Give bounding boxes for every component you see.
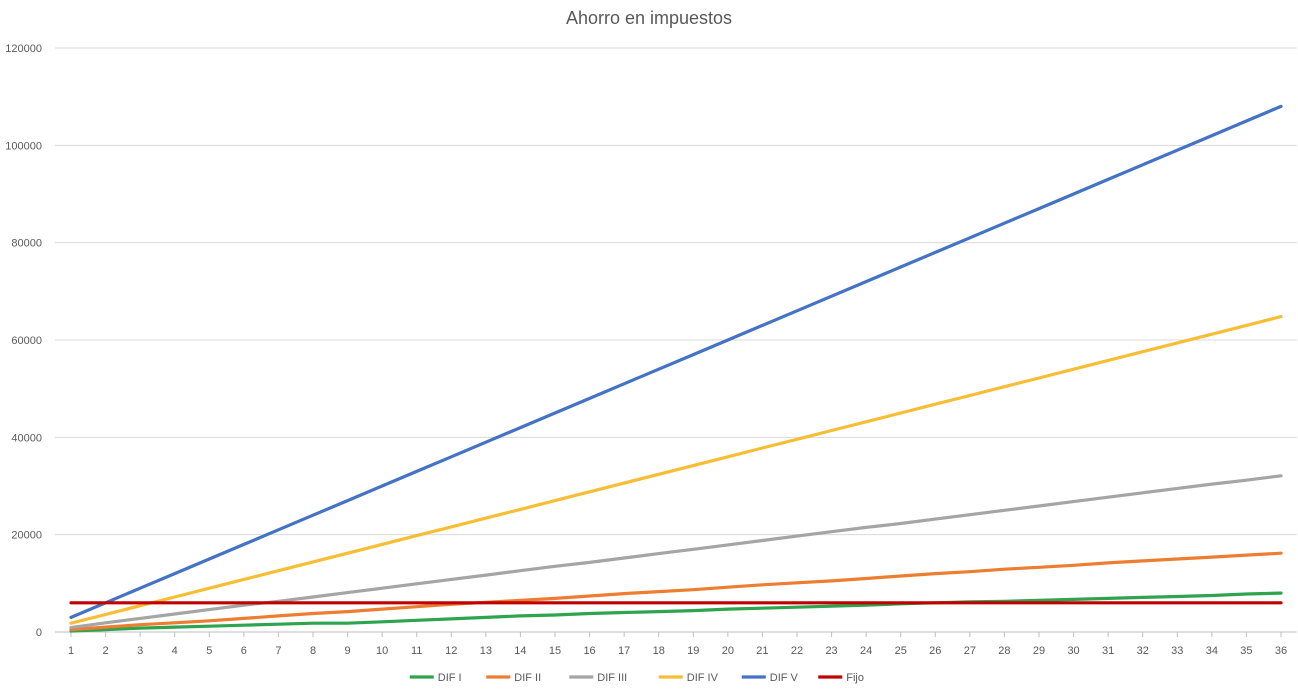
x-tick-label: 34 xyxy=(1206,645,1218,657)
x-tick-label: 19 xyxy=(687,645,699,657)
series-line-dif-i xyxy=(69,591,1283,633)
legend-label: DIF II xyxy=(514,672,541,684)
y-tick-label: 100000 xyxy=(5,140,42,152)
x-tick-label: 8 xyxy=(310,645,316,657)
x-axis-ticks: 1 2 3 4 5 6 7 8 9 10 11 12 13 14 15 16 17 18 19 20 21 22 23 24 2… xyxy=(68,632,1287,657)
legend-label: DIF V xyxy=(770,672,799,684)
legend: DIF I DIF II DIF III DIF IV DIF V Fijo xyxy=(409,672,864,684)
y-tick-label: 20000 xyxy=(11,530,42,542)
x-tick-label: 28 xyxy=(998,645,1010,657)
x-tick-label: 33 xyxy=(1171,645,1183,657)
x-tick-label: 36 xyxy=(1275,645,1287,657)
x-tick-label: 31 xyxy=(1102,645,1114,657)
legend-item-dif-i: DIF I xyxy=(409,672,462,684)
x-tick-label: 2 xyxy=(103,645,109,657)
x-tick-label: 3 xyxy=(137,645,143,657)
x-tick-label: 25 xyxy=(895,645,907,657)
x-tick-label: 35 xyxy=(1240,645,1252,657)
legend-item-dif-iii: DIF III xyxy=(569,672,627,684)
y-tick-label: 60000 xyxy=(11,335,42,347)
series-line-dif-iii xyxy=(69,474,1283,630)
x-tick-label: 10 xyxy=(376,645,388,657)
legend-item-dif-iv: DIF IV xyxy=(658,672,719,684)
x-tick-label: 18 xyxy=(653,645,665,657)
legend-item-dif-ii: DIF II xyxy=(486,672,541,684)
series-line-dif-v xyxy=(69,104,1283,620)
x-tick-label: 24 xyxy=(860,645,872,657)
x-tick-label: 30 xyxy=(1067,645,1079,657)
x-tick-label: 23 xyxy=(825,645,837,657)
x-tick-label: 21 xyxy=(756,645,768,657)
legend-item-fijo: Fijo xyxy=(818,672,864,684)
x-tick-label: 7 xyxy=(275,645,281,657)
legend-label: Fijo xyxy=(846,672,864,684)
legend-label: DIF III xyxy=(597,672,627,684)
y-tick-label: 40000 xyxy=(11,432,42,444)
x-tick-label: 20 xyxy=(722,645,734,657)
legend-label: DIF I xyxy=(438,672,462,684)
x-tick-label: 1 xyxy=(68,645,74,657)
x-tick-label: 16 xyxy=(583,645,595,657)
gridlines xyxy=(55,47,1297,633)
y-tick-label: 120000 xyxy=(5,43,42,55)
y-tick-label: 80000 xyxy=(11,238,42,250)
x-tick-label: 17 xyxy=(618,645,630,657)
legend-label: DIF IV xyxy=(687,672,719,684)
x-tick-label: 9 xyxy=(345,645,351,657)
y-tick-label: 0 xyxy=(36,627,42,639)
x-tick-label: 27 xyxy=(964,645,976,657)
series-line-dif-iv xyxy=(69,315,1283,625)
x-tick-label: 13 xyxy=(480,645,492,657)
x-tick-label: 5 xyxy=(206,645,212,657)
x-tick-label: 26 xyxy=(929,645,941,657)
x-tick-label: 11 xyxy=(411,645,422,657)
x-tick-label: 22 xyxy=(791,645,803,657)
chart-title: Ahorro en impuestos xyxy=(566,8,732,28)
series-lines xyxy=(69,104,1283,633)
x-tick-label: 32 xyxy=(1137,645,1149,657)
legend-item-dif-v: DIF V xyxy=(741,672,799,684)
x-tick-label: 12 xyxy=(445,645,457,657)
series-line-dif-ii xyxy=(69,551,1283,632)
x-tick-label: 14 xyxy=(514,645,526,657)
x-tick-label: 4 xyxy=(172,645,178,657)
x-tick-label: 15 xyxy=(549,645,561,657)
x-tick-label: 6 xyxy=(241,645,247,657)
x-tick-label: 29 xyxy=(1033,645,1045,657)
y-axis-ticks: 0 20000 40000 60000 80000 100000 120000 xyxy=(5,43,42,639)
